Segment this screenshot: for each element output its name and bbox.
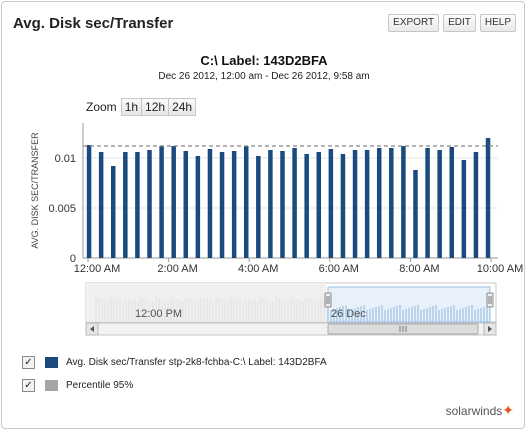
bar: [183, 151, 189, 258]
navigator-handle: [324, 292, 332, 308]
navigator-mask: [86, 283, 326, 322]
bar: [401, 146, 406, 258]
navigator-label: 26 Dec: [331, 308, 366, 320]
bar: [340, 154, 346, 258]
bar: [231, 151, 237, 258]
zoom-12h-button[interactable]: 12h: [141, 98, 170, 116]
legend-item-disk[interactable]: ✓ Avg. Disk sec/Transfer stp-2k8-fchba-C…: [22, 356, 327, 369]
legend-item-percentile[interactable]: ✓ Percentile 95%: [22, 379, 133, 392]
edit-button[interactable]: EDIT: [443, 14, 476, 32]
y-tick-label: 0.01: [55, 153, 76, 165]
bar: [304, 154, 309, 258]
bar: [425, 148, 430, 258]
bar: [352, 150, 358, 258]
x-tick-label: 12:00 AM: [74, 263, 120, 275]
zoom-label: Zoom: [86, 100, 117, 114]
bar: [256, 156, 261, 258]
bar: [473, 152, 479, 258]
plot-area: 0 0.005 0.01 AVG. DISK SEC/TRANSFER 12:00 AM…: [30, 123, 523, 275]
navigator-handle: [486, 292, 494, 308]
header-buttons: EXPORT EDIT HELP: [388, 14, 516, 32]
chart-title: C:\ Label: 143D2BFA: [200, 53, 328, 68]
bar: [110, 166, 116, 258]
legend-label-percentile: Percentile 95%: [66, 380, 134, 391]
bar: [207, 149, 213, 258]
x-tick-label: 6:00 AM: [319, 263, 359, 275]
legend-swatch-disk: [45, 357, 58, 368]
bar: [389, 148, 394, 258]
chart-subtitle: Dec 26 2012, 12:00 am - Dec 26 2012, 9:5…: [158, 71, 370, 82]
legend-label-disk: Avg. Disk sec/Transfer stp-2k8-fchba-C:\…: [66, 357, 327, 368]
bar: [243, 146, 249, 258]
export-button[interactable]: EXPORT: [388, 14, 440, 32]
bar: [219, 152, 225, 258]
zoom-control: Zoom 1h 12h 24h: [86, 98, 197, 116]
bar: [376, 148, 382, 258]
arrow-left-icon: [90, 326, 94, 332]
bar: [280, 151, 285, 258]
x-tick-label: 8:00 AM: [399, 263, 439, 275]
bar: [171, 146, 176, 258]
bar: [135, 152, 140, 258]
x-tick-label: 4:00 AM: [238, 263, 278, 275]
panel-title: Avg. Disk sec/Transfer: [13, 15, 174, 32]
bar: [147, 150, 152, 258]
help-button[interactable]: HELP: [479, 14, 516, 32]
bar: [86, 145, 92, 258]
legend-checkbox-percentile[interactable]: ✓: [22, 379, 35, 392]
arrow-right-icon: [488, 326, 492, 332]
zoom-24h-button[interactable]: 24h: [168, 98, 197, 116]
bar: [123, 152, 128, 258]
bar: [485, 138, 491, 258]
bar: [159, 146, 164, 258]
x-tick-label: 10:00 AM: [477, 263, 523, 275]
bar: [437, 150, 442, 258]
bar: [413, 170, 418, 258]
legend-checkbox-disk[interactable]: ✓: [22, 356, 35, 369]
bar: [268, 150, 273, 258]
bar: [195, 156, 201, 258]
bar: [328, 149, 334, 258]
x-tick-label: 2:00 AM: [157, 263, 197, 275]
bar: [98, 152, 104, 258]
bar: [292, 148, 297, 258]
legend-swatch-percentile: [45, 380, 58, 391]
bar: [316, 152, 322, 258]
bar: [364, 150, 370, 258]
bar: [461, 160, 467, 258]
y-tick-label: 0: [70, 253, 76, 265]
y-tick-label: 0.005: [48, 203, 76, 215]
navigator[interactable]: 12:00 PM 26 Dec: [85, 282, 497, 336]
solarwinds-logo: solarwinds✦: [445, 402, 514, 418]
y-axis-label: AVG. DISK SEC/TRANSFER: [30, 132, 40, 249]
navigator-label: 12:00 PM: [135, 308, 182, 320]
bar: [449, 147, 455, 258]
